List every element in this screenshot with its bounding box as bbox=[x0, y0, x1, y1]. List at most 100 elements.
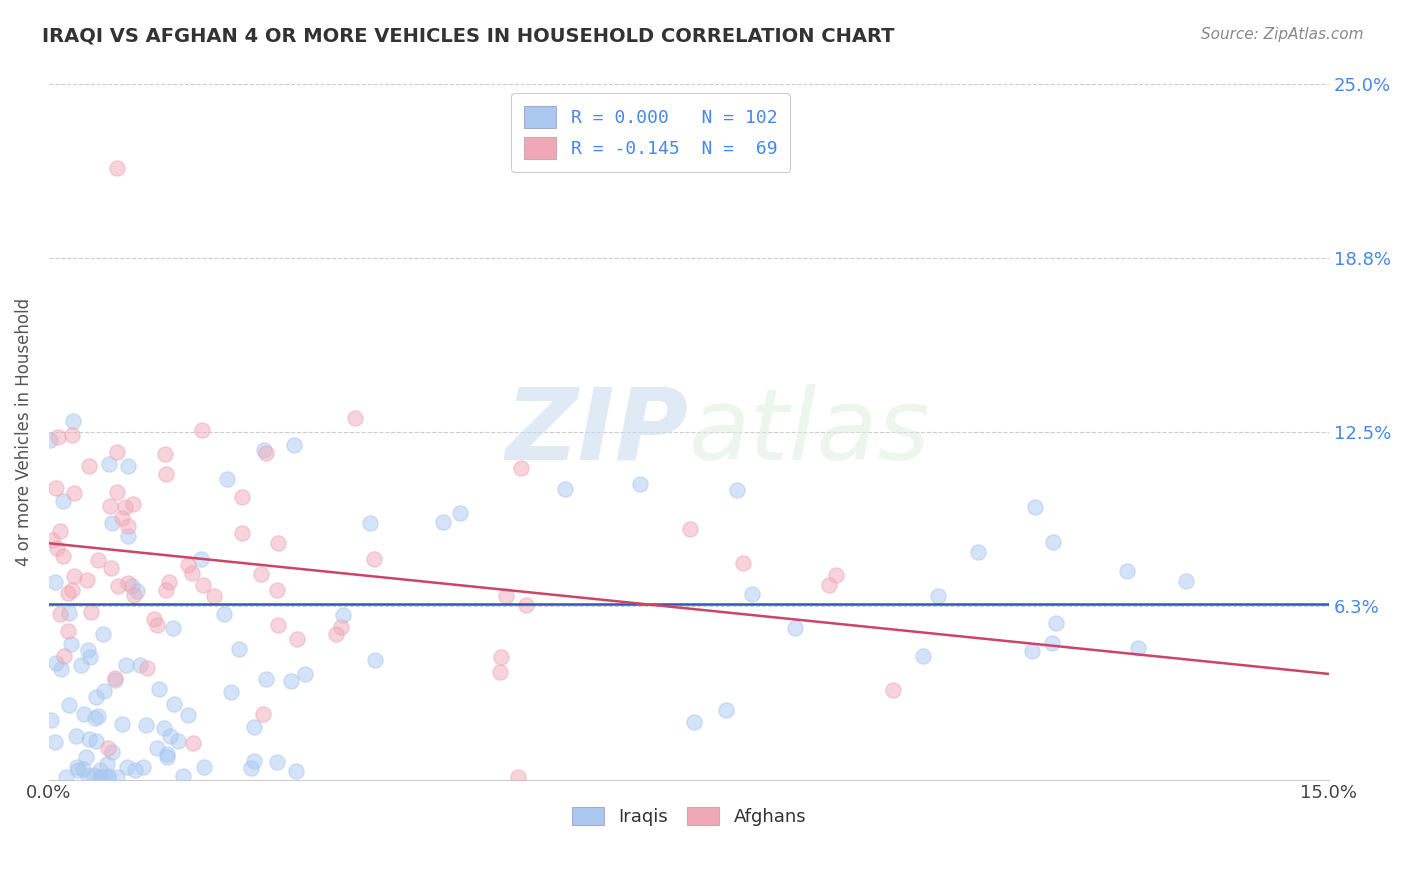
Point bbox=[79, 650, 101, 665]
Point bbox=[105, 485, 128, 500]
Point bbox=[283, 437, 305, 451]
Point bbox=[52, 648, 75, 663]
Point bbox=[243, 755, 266, 769]
Legend: Iraqis, Afghans: Iraqis, Afghans bbox=[565, 799, 813, 833]
Point bbox=[101, 745, 124, 759]
Point bbox=[65, 760, 87, 774]
Point bbox=[117, 576, 139, 591]
Point bbox=[1126, 640, 1149, 655]
Point bbox=[121, 579, 143, 593]
Point bbox=[731, 556, 754, 570]
Point bbox=[87, 709, 110, 723]
Point bbox=[84, 690, 107, 704]
Point bbox=[77, 732, 100, 747]
Point bbox=[725, 483, 748, 497]
Point bbox=[927, 590, 949, 604]
Point bbox=[228, 642, 250, 657]
Point bbox=[146, 741, 169, 756]
Point bbox=[100, 561, 122, 575]
Point bbox=[231, 526, 253, 541]
Point bbox=[117, 529, 139, 543]
Point bbox=[231, 490, 253, 504]
Point bbox=[167, 734, 190, 748]
Point bbox=[343, 410, 366, 425]
Point bbox=[254, 446, 277, 460]
Point bbox=[148, 681, 170, 696]
Point bbox=[63, 486, 86, 500]
Point bbox=[58, 698, 80, 712]
Point bbox=[359, 516, 381, 531]
Point bbox=[48, 524, 70, 538]
Point bbox=[554, 482, 576, 496]
Point bbox=[332, 607, 354, 622]
Point bbox=[294, 666, 316, 681]
Point bbox=[825, 568, 848, 582]
Point bbox=[77, 769, 100, 783]
Point bbox=[177, 707, 200, 722]
Point bbox=[146, 618, 169, 632]
Point bbox=[65, 730, 87, 744]
Point bbox=[83, 768, 105, 782]
Point bbox=[58, 624, 80, 639]
Point bbox=[44, 574, 66, 589]
Point bbox=[254, 673, 277, 687]
Point bbox=[60, 428, 83, 442]
Point bbox=[266, 755, 288, 769]
Point bbox=[125, 584, 148, 599]
Point bbox=[714, 703, 737, 717]
Point bbox=[628, 477, 651, 491]
Point bbox=[89, 770, 111, 784]
Point bbox=[63, 569, 86, 583]
Point bbox=[267, 618, 290, 632]
Point bbox=[115, 658, 138, 673]
Y-axis label: 4 or more Vehicles in Household: 4 or more Vehicles in Household bbox=[15, 298, 32, 566]
Point bbox=[1175, 574, 1198, 588]
Point bbox=[153, 448, 176, 462]
Point bbox=[155, 467, 177, 481]
Point bbox=[111, 511, 134, 525]
Point bbox=[242, 720, 264, 734]
Point bbox=[1042, 636, 1064, 650]
Point bbox=[190, 552, 212, 566]
Point bbox=[105, 161, 128, 175]
Point bbox=[73, 706, 96, 721]
Point bbox=[143, 611, 166, 625]
Point bbox=[912, 649, 935, 664]
Point bbox=[100, 499, 122, 513]
Point bbox=[785, 621, 807, 635]
Point bbox=[508, 770, 530, 784]
Point bbox=[104, 673, 127, 688]
Point bbox=[1024, 500, 1046, 515]
Point bbox=[1045, 616, 1067, 631]
Point bbox=[495, 589, 517, 603]
Point bbox=[39, 713, 62, 727]
Point bbox=[60, 637, 83, 651]
Point bbox=[280, 674, 302, 689]
Point bbox=[489, 665, 512, 679]
Point bbox=[96, 757, 118, 772]
Point bbox=[52, 549, 75, 564]
Point bbox=[101, 516, 124, 530]
Point bbox=[219, 685, 242, 699]
Point bbox=[76, 643, 98, 657]
Point bbox=[91, 627, 114, 641]
Point bbox=[98, 457, 121, 471]
Point bbox=[741, 587, 763, 601]
Point bbox=[72, 762, 94, 776]
Point bbox=[267, 536, 290, 550]
Point bbox=[45, 541, 67, 556]
Point bbox=[163, 697, 186, 711]
Point bbox=[97, 740, 120, 755]
Point bbox=[191, 423, 214, 437]
Point bbox=[967, 545, 990, 559]
Point bbox=[212, 607, 235, 621]
Point bbox=[156, 747, 179, 761]
Point bbox=[882, 682, 904, 697]
Point bbox=[1021, 644, 1043, 658]
Point bbox=[172, 769, 194, 783]
Point bbox=[253, 443, 276, 458]
Point bbox=[135, 718, 157, 732]
Point bbox=[86, 734, 108, 748]
Text: atlas: atlas bbox=[689, 384, 931, 481]
Point bbox=[240, 761, 263, 775]
